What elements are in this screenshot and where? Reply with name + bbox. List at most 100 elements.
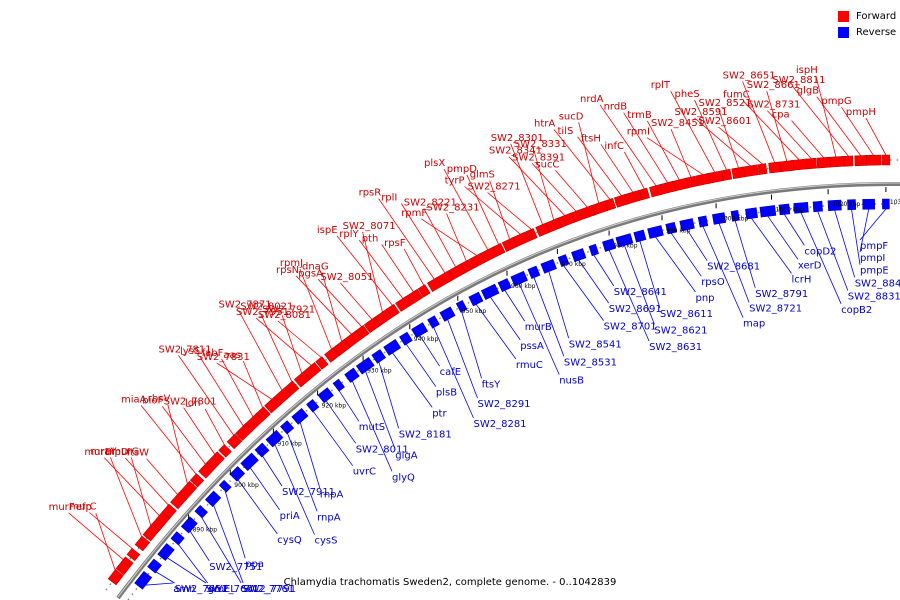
reverse-gene-label: pnp [696, 293, 715, 304]
forward-label-line [600, 144, 634, 193]
reverse-gene-label: SW2_8291 [478, 399, 531, 410]
reverse-gene-block [306, 398, 320, 413]
reverse-label-line [224, 491, 246, 559]
forward-gene-label: SW2_7871 [219, 299, 272, 310]
reverse-label-line [702, 226, 744, 318]
forward-gene-block [363, 316, 381, 334]
reverse-label-line [718, 223, 750, 303]
reverse-gene-block [882, 198, 890, 210]
reverse-gene-label: SW2_8691 [609, 304, 662, 315]
forward-gene-label: aas [223, 350, 240, 361]
reverse-gene-label: SW2_8181 [399, 429, 452, 440]
reverse-label-line [489, 296, 521, 341]
forward-gene-label: rpmF [401, 208, 427, 219]
forward-gene-label: SW2_8341 [489, 146, 542, 157]
forward-label-line [216, 362, 274, 401]
reverse-gene-label: SW2_8641 [614, 287, 667, 298]
forward-label-line [317, 279, 363, 328]
reverse-gene-label: plsB [436, 388, 457, 399]
forward-gene-label: SW2_7811 [159, 344, 212, 355]
forward-gene-label: nlpD [105, 447, 128, 458]
forward-gene-block [638, 187, 650, 201]
forward-gene-block [816, 156, 831, 169]
reverse-gene-block [745, 207, 758, 220]
forward-label-line [199, 356, 245, 428]
reverse-gene-label: ptr [432, 408, 447, 419]
reverse-gene-label: map [743, 319, 765, 330]
reverse-gene-block [812, 200, 823, 213]
reverse-gene-block [497, 278, 512, 293]
forward-label-line [816, 96, 862, 156]
axis-tick-label: 1010 kbp [776, 207, 804, 214]
axis-tick-label: 940 kbp [414, 336, 439, 343]
forward-label-line [146, 458, 179, 496]
forward-gene-label: miaA [121, 394, 147, 405]
forward-gene-label: rpsR [359, 188, 382, 199]
forward-gene-block [198, 462, 215, 479]
reverse-gene-label: pssA [520, 341, 544, 352]
forward-gene-block [395, 296, 412, 312]
reverse-label-line [338, 389, 360, 422]
forward-gene-label: pheS [675, 89, 700, 100]
forward-gene-label: lysS [180, 346, 200, 357]
forward-label-line [865, 117, 887, 156]
reverse-gene-label: SW2_8281 [474, 419, 527, 430]
reverse-label-line [405, 343, 437, 387]
forward-gene-block [170, 492, 188, 510]
forward-gene-label: glgB [797, 86, 819, 97]
axis-tick-label: 960 kbp [511, 283, 536, 290]
genome-backbone-highlight [117, 182, 900, 598]
forward-gene-label: SW2_8601 [699, 116, 752, 127]
reverse-gene-block [411, 322, 429, 339]
reverse-gene-label: cysQ [277, 535, 302, 546]
reverse-gene-label: SW2_8621 [654, 325, 707, 336]
forward-genes [107, 154, 891, 586]
forward-gene-block [264, 396, 282, 414]
forward-gene-block [757, 163, 768, 175]
reverse-gene-block [427, 315, 440, 329]
forward-gene-label: rplY [339, 229, 359, 240]
forward-gene-label: pmpD [447, 164, 477, 175]
forward-label-line [281, 315, 303, 375]
reverse-gene-block [254, 442, 270, 458]
reverse-gene-label: glyQ [392, 472, 415, 483]
forward-label-line [238, 310, 283, 392]
legend-reverse: Reverse [838, 24, 896, 40]
genome-backbone [116, 181, 900, 600]
forward-label-line [221, 358, 254, 419]
forward-gene-label: efp [76, 502, 92, 513]
forward-label-line [362, 231, 383, 313]
forward-label-line [694, 117, 751, 167]
reverse-gene-block [679, 218, 695, 232]
reverse-gene-block [455, 300, 468, 313]
forward-label-line [358, 239, 404, 300]
forward-gene-label: rplI [381, 192, 397, 203]
reverse-label-line [249, 466, 280, 511]
forward-gene-label: ftsH [581, 133, 601, 144]
reverse-label-line [236, 478, 278, 535]
reverse-label-line [624, 245, 655, 325]
reverse-gene-label: nusB [559, 376, 584, 387]
forward-gene-label: nrdB [604, 102, 628, 113]
forward-gene-label: SW2_8221 [404, 197, 457, 208]
reverse-gene-block [647, 225, 664, 239]
forward-gene-label: SW2_7801 [164, 397, 217, 408]
axis-tick-label: 910 kbp [277, 441, 302, 448]
reverse-gene-block [291, 408, 309, 425]
reverse-gene-label: cafE [440, 367, 461, 378]
reverse-gene-label: copD2 [804, 246, 836, 257]
reverse-gene-label: SW2_8701 [604, 322, 657, 333]
forward-label-line [578, 122, 600, 204]
axis-tick-label: 900 kbp [234, 482, 259, 489]
reverse-gene-block [510, 270, 528, 287]
forward-label-line [259, 312, 293, 383]
reverse-gene-label: copB2 [841, 305, 872, 316]
reverse-gene-block [157, 543, 175, 561]
reverse-gene-label: rmuC [516, 360, 543, 371]
reverse-label-line [800, 212, 842, 304]
reverse-label-line [834, 210, 856, 278]
forward-label-line [178, 355, 235, 437]
reverse-label-line [212, 503, 244, 583]
reverse-gene-label: SW2_8841 [855, 278, 900, 289]
forward-gene-block [779, 160, 795, 173]
